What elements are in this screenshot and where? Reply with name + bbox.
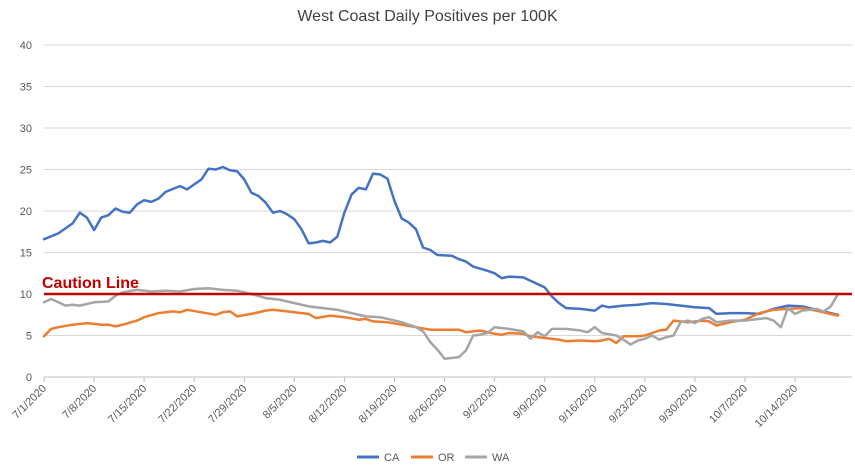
legend-label-wa: WA	[492, 452, 510, 464]
x-tick-label: 10/7/2020	[707, 383, 750, 426]
series-line-wa	[42, 286, 840, 360]
y-tick-label: 0	[26, 372, 32, 384]
y-tick-label: 10	[20, 289, 32, 301]
y-tick-label: 25	[20, 165, 32, 177]
y-tick-label: 35	[20, 82, 32, 94]
x-tick-label: 8/19/2020	[357, 383, 400, 426]
y-tick-label: 30	[20, 123, 32, 135]
reference-line-group: Caution Line	[42, 275, 852, 296]
x-tick-label: 8/26/2020	[407, 383, 450, 426]
gridlines	[44, 44, 852, 378]
x-tick-label: 8/12/2020	[306, 383, 349, 426]
x-tick-label: 8/5/2020	[261, 383, 300, 422]
series-line-ca	[42, 165, 840, 317]
x-tick-label: 9/23/2020	[607, 383, 650, 426]
x-tick-label: 7/29/2020	[206, 383, 249, 426]
y-axis: 0 5 10 15 20 25 30 35 40	[20, 40, 32, 384]
x-tick-label: 7/22/2020	[156, 383, 199, 426]
y-tick-label: 20	[20, 206, 32, 218]
x-tick-label: 7/1/2020	[10, 383, 49, 422]
x-tick-label: 7/8/2020	[60, 383, 99, 422]
series-line-or	[42, 306, 840, 345]
caution-line-label: Caution Line	[42, 275, 139, 292]
y-tick-label: 40	[20, 40, 32, 52]
legend-label-ca: CA	[384, 452, 400, 464]
y-tick-label: 15	[20, 248, 32, 260]
legend: CA OR WA	[357, 452, 510, 464]
x-tick-label: 9/9/2020	[511, 383, 550, 422]
chart-title: West Coast Daily Positives per 100K	[297, 8, 558, 25]
legend-label-or: OR	[438, 452, 455, 464]
y-tick-label: 5	[26, 331, 32, 343]
x-tick-label: 7/15/2020	[106, 383, 149, 426]
series-lines	[42, 165, 840, 360]
x-tick-label: 10/14/2020	[753, 383, 800, 430]
x-tick-label: 9/30/2020	[657, 383, 700, 426]
x-tick-label: 9/2/2020	[461, 383, 500, 422]
x-axis: 7/1/2020 7/8/2020 7/15/2020 7/22/2020 7/29/2…	[10, 377, 800, 430]
x-tick-label: 9/16/2020	[557, 383, 600, 426]
